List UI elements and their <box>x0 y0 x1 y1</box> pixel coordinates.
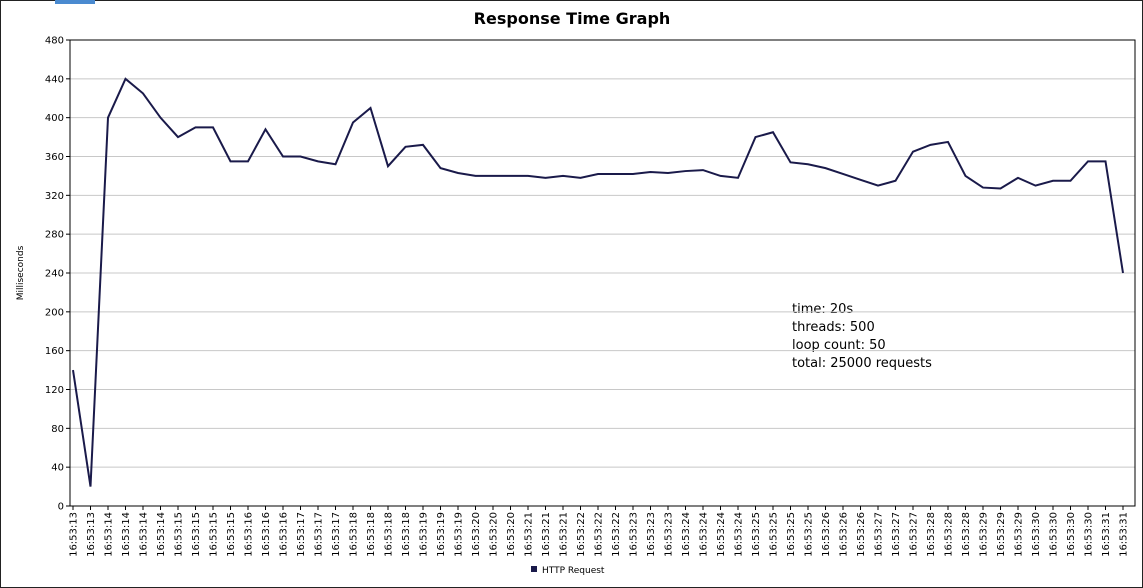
line <box>72 77 1124 487</box>
y-tick-label: 280 <box>45 230 64 241</box>
y-tick-label: 120 <box>45 385 64 396</box>
x-tick-label: 16:53:19 <box>419 512 430 557</box>
x-tick-label: 16:53:29 <box>1014 512 1025 557</box>
x-tick-label: 16:53:28 <box>926 512 937 557</box>
x-tick-label: 16:53:16 <box>261 512 272 557</box>
x-tick-label: 16:53:22 <box>611 512 622 557</box>
x-tick-label: 16:53:24 <box>699 512 710 557</box>
x-tick-label: 16:53:28 <box>961 512 972 557</box>
x-tick-label: 16:53:25 <box>786 512 797 557</box>
annotation: time: 20s threads: 500 loop count: 50 total… <box>792 302 932 371</box>
x-tick-label: 16:53:27 <box>891 512 902 557</box>
y-tick-label: 240 <box>45 269 64 280</box>
x-tick-label: 16:53:24 <box>681 512 692 557</box>
x-tick-label: 16:53:26 <box>856 512 867 557</box>
x-tick-label: 16:53:26 <box>839 512 850 557</box>
x-tick-label: 16:53:13 <box>86 512 97 557</box>
x-tick-label: 16:53:15 <box>209 512 220 557</box>
x-tick-label: 16:53:30 <box>1031 512 1042 557</box>
annotation-line: time: 20s <box>792 302 853 317</box>
annotation-line: loop count: 50 <box>792 338 886 353</box>
x-tick-label: 16:53:17 <box>296 512 307 557</box>
x-tick-label: 16:53:14 <box>121 512 132 557</box>
x-tick-label: 16:53:22 <box>576 512 587 557</box>
x-tick-label: 16:53:13 <box>69 512 80 557</box>
x-tick-label: 16:53:22 <box>594 512 605 557</box>
x-tick-label: 16:53:14 <box>104 512 115 557</box>
y-tick-label: 40 <box>51 463 64 474</box>
chart-title: Response Time Graph <box>474 9 671 28</box>
legend-label: HTTP Request <box>542 566 605 576</box>
annotation-line: total: 25000 requests <box>792 356 932 371</box>
x-tick-label: 16:53:15 <box>191 512 202 557</box>
x-tick-label: 16:53:30 <box>1049 512 1060 557</box>
x-tick-label: 16:53:17 <box>314 512 325 557</box>
x-tick-label: 16:53:28 <box>944 512 955 557</box>
x-tick-label: 16:53:27 <box>874 512 885 557</box>
x-tick-label: 16:53:23 <box>629 512 640 557</box>
x-tick-label: 16:53:20 <box>471 512 482 557</box>
x-tick-label: 16:53:20 <box>489 512 500 557</box>
x-tick-label: 16:53:25 <box>751 512 762 557</box>
y-tick-label: 0 <box>58 502 64 513</box>
x-tick-label: 16:53:24 <box>716 512 727 557</box>
x-tick-label: 16:53:19 <box>454 512 465 557</box>
y-tick-label: 160 <box>45 346 64 357</box>
x-tick-label: 16:53:30 <box>1084 512 1095 557</box>
x-tick-label: 16:53:18 <box>384 512 395 557</box>
x-tick-label: 16:53:18 <box>349 512 360 557</box>
x-tick-label: 16:53:16 <box>279 512 290 557</box>
x-tick-label: 16:53:14 <box>139 512 150 557</box>
x-tick-label: 16:53:24 <box>734 512 745 557</box>
y-tick-label: 360 <box>45 152 64 163</box>
x-tick-label: 16:53:29 <box>979 512 990 557</box>
plot-border <box>69 39 1136 507</box>
window-tab <box>55 0 95 4</box>
y-tick-label: 440 <box>45 74 64 85</box>
x-tick-label: 16:53:18 <box>401 512 412 557</box>
x-tick-label: 16:53:20 <box>506 512 517 557</box>
x-tick-label: 16:53:23 <box>664 512 675 557</box>
x-tick-label: 16:53:26 <box>821 512 832 557</box>
x-tick-label: 16:53:15 <box>226 512 237 557</box>
x-tick-label: 16:53:18 <box>366 512 377 557</box>
x-tick-label: 16:53:31 <box>1101 512 1112 557</box>
x-tick-label: 16:53:29 <box>996 512 1007 557</box>
x-tick-label: 16:53:14 <box>156 512 167 557</box>
x-tick-label: 16:53:17 <box>331 512 342 557</box>
x-tick-label: 16:53:31 <box>1119 512 1130 557</box>
x-tick-label: 16:53:25 <box>769 512 780 557</box>
y-axis-label: Milliseconds <box>16 245 26 300</box>
y-tick-label: 320 <box>45 191 64 202</box>
y-tick-label: 80 <box>51 424 64 435</box>
legend-swatch <box>531 566 537 572</box>
y-tick-label: 480 <box>45 36 64 47</box>
x-tick-label: 16:53:30 <box>1066 512 1077 557</box>
x-tick-label: 16:53:16 <box>244 512 255 557</box>
x-tick-label: 16:53:23 <box>646 512 657 557</box>
x-tick-label: 16:53:21 <box>524 512 535 557</box>
annotation-line: threads: 500 <box>792 320 875 335</box>
x-tick-label: 16:53:27 <box>909 512 920 557</box>
x-tick-label: 16:53:15 <box>174 512 185 557</box>
x-tick-label: 16:53:21 <box>541 512 552 557</box>
x-tick-label: 16:53:21 <box>559 512 570 557</box>
x-tick-label: 16:53:19 <box>436 512 447 557</box>
y-tick-label: 400 <box>45 113 64 124</box>
y-tick-label: 200 <box>45 307 64 318</box>
x-tick-label: 16:53:25 <box>804 512 815 557</box>
